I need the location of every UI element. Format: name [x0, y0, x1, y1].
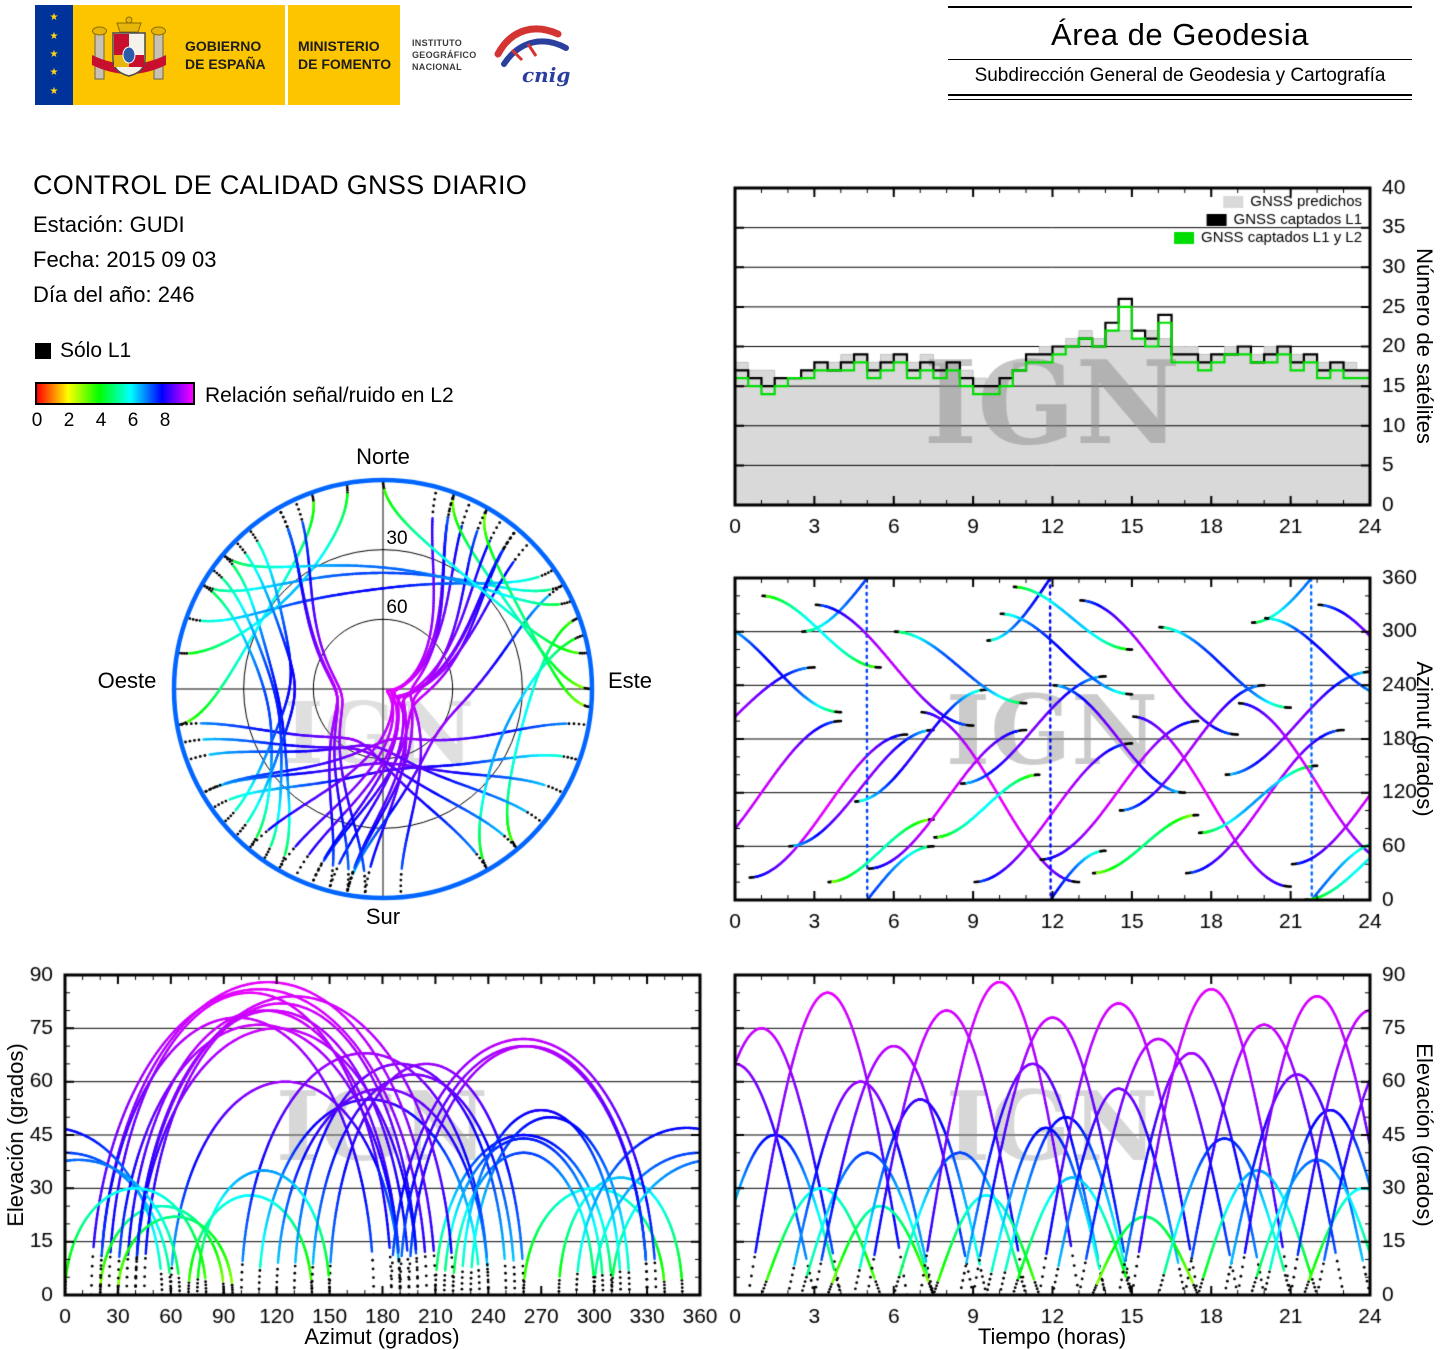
- skyplot-west-label: Oeste: [97, 668, 157, 693]
- skyplot-ring-60-label: 60: [386, 597, 408, 618]
- eu-star-icon: ★: [49, 67, 59, 79]
- skyplot-south-label: Sur: [365, 904, 401, 929]
- l1-only-label: Sólo L1: [60, 339, 132, 362]
- gobierno-espana-label: GOBIERNO DE ESPAÑA: [185, 5, 285, 105]
- x-axis-title-time: Tiempo (horas): [977, 1324, 1127, 1349]
- snr-tick-4: 4: [95, 410, 107, 431]
- snr-tick-2: 2: [63, 410, 75, 431]
- divider-line: [948, 94, 1412, 96]
- l1-only-legend: Sólo L1: [35, 339, 131, 363]
- divider-line: [948, 6, 1412, 8]
- ministerio-line2: DE FOMENTO: [298, 56, 392, 72]
- l1-black-swatch: [35, 343, 51, 359]
- divider-line: [285, 5, 288, 105]
- instituto-geografico-label: INSTITUTO GEOGRÁFICO NACIONAL: [400, 5, 484, 105]
- instituto-line1: INSTITUTO: [412, 37, 463, 48]
- eu-flag-band: ★ ★ ★ ★ ★: [35, 5, 73, 105]
- y-axis-title-azimuth: Azimut (grados): [1412, 661, 1437, 817]
- ministerio-fomento-label: MINISTERIO DE FOMENTO: [288, 5, 400, 105]
- station-label: Estación: GUDI: [33, 212, 185, 237]
- instituto-line2: GEOGRÁFICO: [412, 49, 477, 60]
- cnig-logo: cnig: [484, 5, 584, 105]
- eu-star-icon: ★: [49, 12, 59, 24]
- government-logo-yellow-band: GOBIERNO DE ESPAÑA MINISTERIO DE FOMENTO: [73, 5, 400, 105]
- divider-line: [948, 99, 1412, 100]
- spain-coat-of-arms-icon: [73, 5, 185, 105]
- snr-colorbar: [35, 382, 195, 405]
- gobierno-line1: GOBIERNO: [185, 37, 262, 54]
- ministerio-line1: MINISTERIO: [298, 37, 380, 54]
- satellite-count-chart-canvas: [700, 168, 1445, 558]
- area-subtitle: Subdirección General de Geodesia y Carto…: [974, 65, 1386, 86]
- area-title: Área de Geodesia: [1051, 17, 1309, 52]
- eu-star-icon: ★: [49, 85, 59, 97]
- skyplot-east-label: Este: [607, 668, 653, 693]
- snr-tick-6: 6: [127, 410, 139, 431]
- instituto-line3: NACIONAL: [412, 62, 462, 73]
- azimuth-time-chart-canvas: [700, 560, 1445, 952]
- cnig-label: cnig: [522, 63, 570, 87]
- divider-line: [948, 59, 1412, 60]
- snr-colorbar-label: Relación señal/ruido en L2: [205, 384, 454, 407]
- eu-star-icon: ★: [49, 48, 59, 60]
- report-title: CONTROL DE CALIDAD GNSS DIARIO: [33, 170, 528, 200]
- government-logo: ★ ★ ★ ★ ★: [35, 5, 584, 105]
- y-axis-title-satellite-count: Número de satélites: [1412, 248, 1437, 444]
- eu-star-icon: ★: [49, 30, 59, 42]
- gobierno-line2: DE ESPAÑA: [185, 56, 266, 72]
- geodesia-header: Área de Geodesia Subdirección General de…: [948, 6, 1412, 100]
- skyplot-north-label: Norte: [356, 444, 410, 469]
- y-axis-title-elevation-left: Elevación (grados): [3, 1043, 28, 1227]
- elevation-azimuth-chart-canvas: [0, 955, 725, 1350]
- snr-tick-0: 0: [31, 410, 43, 431]
- skyplot-ring-30-label: 30: [386, 528, 408, 549]
- date-label: Fecha: 2015 09 03: [33, 247, 217, 272]
- y-axis-title-elevation-right: Elevación (grados): [1412, 1043, 1437, 1227]
- x-axis-title-azimuth: Azimut (grados): [304, 1324, 460, 1349]
- day-of-year-label: Día del año: 246: [33, 282, 195, 307]
- skyplot-canvas: [100, 440, 670, 940]
- snr-tick-8: 8: [159, 410, 171, 431]
- elevation-time-chart-canvas: [700, 955, 1445, 1350]
